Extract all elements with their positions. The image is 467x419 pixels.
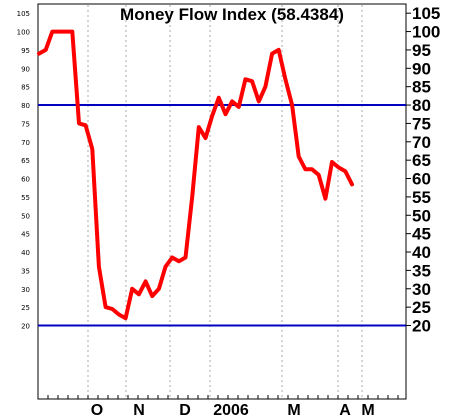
y-tick-label-left: 85 — [21, 84, 30, 92]
mfi-series-line — [37, 29, 354, 321]
y-tick-label-left: 75 — [21, 120, 30, 128]
y-tick-label-right: 100 — [412, 23, 440, 42]
x-tick-label: O — [91, 402, 103, 419]
y-tick-label-right: 45 — [412, 225, 431, 244]
x-tick-label: D — [179, 402, 191, 419]
y-tick-label-right: 90 — [412, 59, 431, 78]
x-ticks: O N D 2006 M A M — [47, 395, 399, 419]
y-tick-label-left: 100 — [17, 29, 30, 37]
y-tick-label-left: 80 — [21, 102, 30, 110]
x-tick-label: 2006 — [213, 402, 249, 419]
y-tick-label-right: 80 — [412, 96, 431, 115]
y-tick-label-right: 85 — [412, 78, 431, 97]
y-tick-label-right: 50 — [412, 206, 431, 225]
x-tick-label: M — [361, 402, 374, 419]
y-tick-label-left: 30 — [21, 286, 30, 294]
x-tick-label: N — [133, 402, 145, 419]
chart-title: Money Flow Index (58.4384) — [120, 5, 344, 24]
plot-frame — [37, 3, 407, 400]
x-tick-label: A — [339, 402, 351, 419]
y-tick-label-right: 55 — [412, 188, 431, 207]
y-tick-label-left: 35 — [21, 267, 30, 275]
y-tick-label-left: 25 — [21, 304, 30, 312]
x-tick-label: M — [287, 402, 300, 419]
y-tick-label-left: 40 — [21, 249, 30, 257]
y-tick-label-right: 65 — [412, 151, 431, 170]
series-layer — [37, 29, 354, 321]
y-tick-label-right: 40 — [412, 243, 431, 262]
y-tick-label-right: 20 — [412, 317, 431, 336]
y-tick-label-right: 95 — [412, 41, 431, 60]
y-tick-label-right: 105 — [412, 4, 440, 23]
y-tick-label-left: 65 — [21, 157, 30, 165]
y-tick-label-left: 45 — [21, 231, 30, 239]
y-tick-label-left: 50 — [21, 212, 30, 220]
y-tick-label-right: 35 — [412, 261, 431, 280]
y-tick-label-left: 95 — [21, 47, 30, 55]
y-tick-label-right: 60 — [412, 170, 431, 189]
y-tick-label-right: 70 — [412, 133, 431, 152]
y-ticks-left: 20 25 30 35 40 45 50 55 60 65 70 75 80 85 90 95 100 105 — [17, 10, 30, 330]
y-tick-label-right: 75 — [412, 114, 431, 133]
y-tick-label-left: 90 — [21, 65, 30, 73]
y-tick-label-right: 25 — [412, 298, 431, 317]
y-tick-label-left: 60 — [21, 176, 30, 184]
y-tick-label-left: 70 — [21, 139, 30, 147]
y-tick-label-left: 55 — [21, 194, 30, 202]
y-tick-label-left: 20 — [21, 323, 30, 331]
y-tick-label-left: 105 — [17, 10, 30, 18]
y-tick-label-right: 30 — [412, 280, 431, 299]
